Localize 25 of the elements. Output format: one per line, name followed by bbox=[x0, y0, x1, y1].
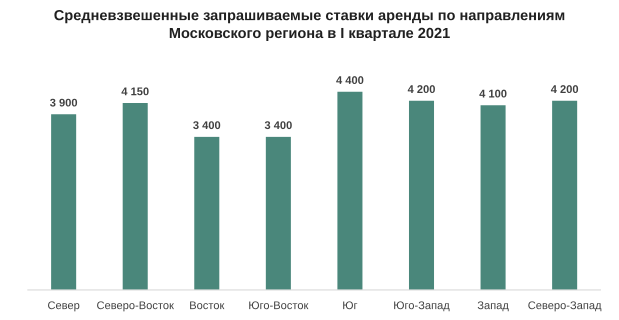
data-label: 4 200 bbox=[550, 85, 578, 94]
data-label: 4 400 bbox=[336, 76, 364, 84]
x-tick-label: Юг bbox=[343, 301, 358, 310]
data-label: 3 400 bbox=[193, 121, 220, 130]
data-label: 4 200 bbox=[408, 85, 435, 94]
bar bbox=[552, 100, 578, 290]
x-tick-label: Северо-Восток bbox=[97, 301, 174, 312]
x-tick-label: Север bbox=[48, 301, 80, 312]
data-label: 4 100 bbox=[479, 90, 507, 98]
bar bbox=[122, 103, 148, 290]
x-tick-label: Юго-Запад bbox=[394, 301, 450, 312]
bar bbox=[266, 136, 291, 290]
data-label: 3 900 bbox=[50, 98, 78, 107]
bar bbox=[337, 92, 362, 290]
bar bbox=[408, 100, 434, 290]
x-tick-label: Юго-Восток bbox=[249, 301, 308, 310]
x-tick-label: Запад bbox=[478, 301, 509, 312]
bar bbox=[51, 114, 76, 290]
chart-title: Средневзвешенные запрашиваемые ставки аренды по направлениям Московского региона в I квартале 2021 bbox=[54, 10, 564, 42]
x-tick-label: Восток bbox=[190, 301, 224, 310]
bar bbox=[480, 105, 506, 290]
bar bbox=[194, 136, 220, 290]
data-label: 4 150 bbox=[121, 87, 149, 96]
x-tick-label: Северо-Запад bbox=[528, 301, 602, 312]
data-label: 3 400 bbox=[264, 121, 292, 130]
